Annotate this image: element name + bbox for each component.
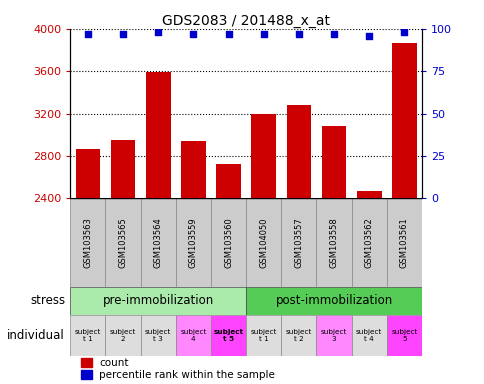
Bar <box>351 315 386 356</box>
Bar <box>245 287 421 315</box>
Text: GSM103559: GSM103559 <box>188 217 197 268</box>
Title: GDS2083 / 201488_x_at: GDS2083 / 201488_x_at <box>162 14 330 28</box>
Bar <box>70 287 245 315</box>
Text: GSM103562: GSM103562 <box>364 217 373 268</box>
Text: subject
4: subject 4 <box>180 329 206 342</box>
Bar <box>251 114 275 384</box>
Bar <box>386 199 421 287</box>
Text: GSM103558: GSM103558 <box>329 217 338 268</box>
Text: post-immobilization: post-immobilization <box>275 294 392 307</box>
Text: subject
t 1: subject t 1 <box>250 329 276 342</box>
Text: GSM103561: GSM103561 <box>399 217 408 268</box>
Text: GSM103563: GSM103563 <box>83 217 92 268</box>
Bar <box>316 199 351 287</box>
Bar <box>386 315 421 356</box>
Bar <box>81 358 92 367</box>
Bar <box>76 149 100 384</box>
Bar <box>70 315 105 356</box>
Bar <box>391 43 416 384</box>
Bar <box>140 315 175 356</box>
Bar <box>81 371 92 379</box>
Bar <box>175 315 211 356</box>
Text: subject
3: subject 3 <box>320 329 347 342</box>
Bar <box>211 315 245 356</box>
Bar <box>105 199 140 287</box>
Bar <box>316 315 351 356</box>
Bar <box>281 199 316 287</box>
Point <box>224 31 232 37</box>
Text: individual: individual <box>7 329 65 342</box>
Bar <box>356 191 381 384</box>
Text: count: count <box>99 358 128 368</box>
Text: GSM104050: GSM104050 <box>258 217 268 268</box>
Bar <box>286 105 311 384</box>
Point <box>294 31 302 37</box>
Text: subject
t 1: subject t 1 <box>75 329 101 342</box>
Bar <box>175 199 211 287</box>
Bar <box>211 199 245 287</box>
Bar <box>281 315 316 356</box>
Bar <box>245 199 281 287</box>
Text: subject
5: subject 5 <box>391 329 417 342</box>
Point <box>154 29 162 35</box>
Point <box>119 31 127 37</box>
Text: percentile rank within the sample: percentile rank within the sample <box>99 370 274 380</box>
Text: GSM103557: GSM103557 <box>294 217 303 268</box>
Text: GSM103565: GSM103565 <box>118 217 127 268</box>
Text: subject
2: subject 2 <box>110 329 136 342</box>
Bar <box>140 199 175 287</box>
Text: GSM103564: GSM103564 <box>153 217 163 268</box>
Point <box>84 31 91 37</box>
Text: subject
t 4: subject t 4 <box>355 329 381 342</box>
Text: subject
t 5: subject t 5 <box>213 329 243 342</box>
Text: GSM103560: GSM103560 <box>224 217 233 268</box>
Bar <box>70 199 105 287</box>
Point <box>400 29 408 35</box>
Bar <box>181 141 205 384</box>
Point <box>364 33 372 39</box>
Point <box>330 31 337 37</box>
Bar <box>216 164 241 384</box>
Text: subject
t 3: subject t 3 <box>145 329 171 342</box>
Bar <box>245 315 281 356</box>
Point <box>189 31 197 37</box>
Bar <box>351 199 386 287</box>
Text: stress: stress <box>30 294 65 307</box>
Bar <box>321 126 346 384</box>
Text: subject
t 2: subject t 2 <box>285 329 311 342</box>
Point <box>259 31 267 37</box>
Bar <box>105 315 140 356</box>
Bar <box>110 140 135 384</box>
Text: pre-immobilization: pre-immobilization <box>103 294 213 307</box>
Bar <box>146 72 170 384</box>
